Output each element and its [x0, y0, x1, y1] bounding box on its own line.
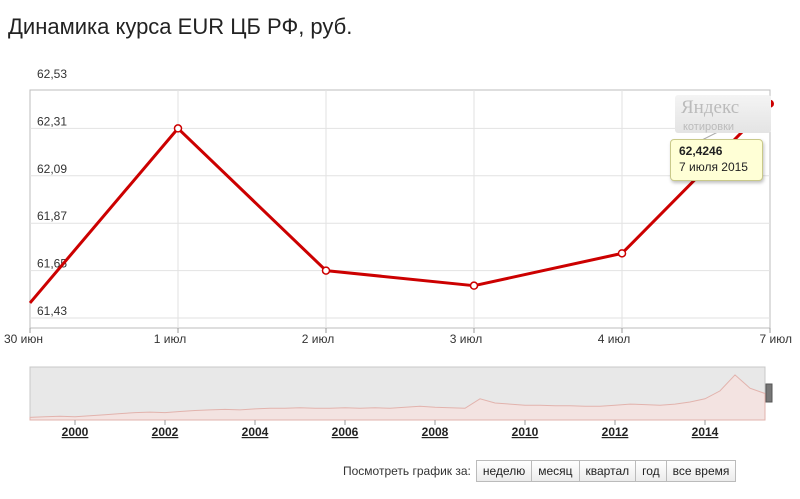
tooltip-date: 7 июля 2015: [679, 160, 748, 174]
data-tooltip: 62,4246 7 июля 2015: [670, 139, 763, 181]
page-title: Динамика курса EUR ЦБ РФ, руб.: [8, 14, 353, 39]
x-tick-label: 3 июл: [450, 332, 482, 346]
yandex-watermark: Яндекс котировки: [675, 95, 771, 133]
period-year-button[interactable]: год: [635, 460, 667, 482]
series-line: [28, 102, 772, 304]
x-tick-label: 1 июл: [154, 332, 186, 346]
x-tick-label: 2 июл: [302, 332, 334, 346]
y-tick-label: 62,31: [37, 114, 67, 128]
y-tick-label: 62,53: [37, 67, 67, 81]
data-point[interactable]: [321, 266, 331, 275]
year-label[interactable]: 2010: [512, 425, 539, 439]
plot-area: [29, 89, 771, 329]
period-week-button[interactable]: неделю: [475, 460, 533, 482]
period-selector: Посмотреть график за: неделю месяц кварт…: [343, 460, 737, 482]
period-label: Посмотреть график за:: [343, 464, 471, 478]
year-label[interactable]: 2014: [692, 425, 719, 439]
year-label[interactable]: 2008: [422, 425, 449, 439]
year-label[interactable]: 2012: [602, 425, 629, 439]
overview-area: [29, 374, 766, 421]
period-quarter-button[interactable]: квартал: [578, 460, 637, 482]
data-point[interactable]: [617, 249, 627, 258]
year-label[interactable]: 2004: [242, 425, 269, 439]
x-tick-label: 7 июл: [760, 332, 792, 346]
data-point[interactable]: [469, 281, 479, 290]
year-label[interactable]: 2002: [152, 425, 179, 439]
watermark-name: Яндекс: [681, 97, 740, 118]
year-label[interactable]: 2006: [332, 425, 359, 439]
x-tick-label: 4 июл: [598, 332, 630, 346]
y-tick-label: 61,87: [37, 209, 67, 223]
y-tick-label: 62,09: [37, 162, 67, 176]
y-tick-label: 61,43: [37, 304, 67, 318]
range-handle[interactable]: [765, 383, 773, 403]
data-point[interactable]: [173, 124, 183, 133]
year-label[interactable]: 2000: [62, 425, 89, 439]
period-month-button[interactable]: месяц: [531, 460, 580, 482]
period-all-time-button[interactable]: все время: [665, 460, 737, 482]
watermark-sub: котировки: [683, 121, 735, 133]
tooltip-value: 62,4246: [679, 144, 723, 158]
x-tick-label: 30 июн: [4, 332, 43, 346]
